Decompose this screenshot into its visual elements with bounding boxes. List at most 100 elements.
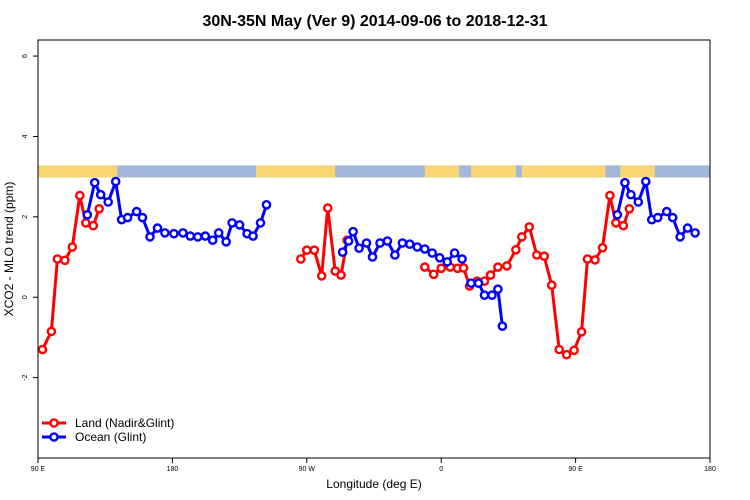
ocean-data-point: [434, 252, 445, 263]
ocean-data-point: [382, 236, 393, 246]
ocean-data-point: [152, 223, 163, 233]
y-tick-label: 2: [22, 215, 29, 219]
land-data-point: [309, 245, 320, 255]
legend-land-marker: [49, 418, 59, 428]
ocean-data-point: [207, 235, 218, 245]
x-axis: 90 E 180 90 W 0 90 E 180: [31, 458, 716, 473]
land-data-point: [75, 190, 85, 201]
land-data-point: [624, 203, 635, 214]
ocean-data-point: [620, 177, 630, 188]
land-data-point: [485, 270, 496, 280]
land-strip-segment: [323, 165, 336, 178]
land-data-point: [511, 244, 521, 255]
x-tick-label: 90 E: [568, 466, 583, 473]
ocean-data-point: [442, 257, 453, 267]
ocean-data-point: [348, 226, 358, 237]
chart-title: 30N-35N May (Ver 9) 2014-09-06 to 2018-1…: [202, 13, 547, 30]
ocean-data-point: [457, 254, 467, 264]
ocean-data-point: [343, 236, 354, 246]
ocean-data-point: [185, 231, 196, 241]
ocean-data-point: [200, 231, 211, 241]
ocean-data-point: [675, 232, 685, 242]
ocean-data-point: [337, 247, 348, 257]
land-data-point: [597, 242, 608, 253]
ocean-data-point: [367, 252, 378, 262]
ocean-data-point: [449, 248, 460, 258]
ocean-data-point: [412, 242, 423, 252]
land-ocean-strip: [38, 165, 710, 178]
land-data-point: [52, 254, 63, 264]
ocean-data-point: [213, 228, 224, 238]
land-data-point: [458, 263, 469, 273]
ocean-data-point: [390, 250, 400, 260]
land-data-point: [316, 271, 327, 281]
land-data-point: [67, 242, 78, 252]
ocean-data-point: [626, 189, 636, 200]
ocean-data-point: [633, 197, 644, 207]
ocean-data-point: [466, 278, 476, 289]
series-layer: [37, 176, 700, 360]
land-series-line: [423, 194, 631, 357]
land-data-point: [428, 269, 439, 280]
land-strip-segment: [521, 165, 606, 178]
land-data-point: [436, 263, 447, 274]
ocean-data-point: [160, 228, 170, 238]
y-tick-label: 0: [22, 295, 29, 299]
ocean-data-point: [397, 238, 408, 248]
ocean-data-point: [95, 189, 106, 200]
land-data-point: [546, 280, 557, 291]
ocean-data-point: [82, 209, 93, 220]
ocean-data-point: [487, 290, 497, 301]
ocean-data-point: [419, 244, 430, 254]
x-tick-label: 90 W: [299, 466, 316, 473]
land-data-point: [611, 218, 621, 228]
ocean-data-point: [178, 228, 188, 238]
land-data-point: [295, 254, 306, 264]
land-series-line: [299, 206, 349, 278]
y-axis-label: XCO2 - MLO trend (ppm): [2, 182, 16, 317]
y-axis: -2 0 2 4 6: [22, 54, 38, 381]
land-data-point: [94, 203, 104, 214]
ocean-data-point: [234, 220, 245, 230]
land-data-point: [502, 261, 512, 271]
land-data-point: [532, 250, 542, 260]
legend-land-label: Land (Nadir&Glint): [75, 416, 174, 430]
ocean-data-point: [110, 176, 121, 187]
land-data-point: [37, 344, 48, 355]
ocean-data-point: [103, 197, 113, 207]
land-data-point: [322, 203, 333, 213]
ocean-data-point: [404, 239, 415, 249]
ocean-data-point: [89, 177, 100, 188]
ocean-data-point: [192, 232, 203, 242]
legend-ocean-label: Ocean (Glint): [75, 430, 146, 444]
y-tick-label: 4: [22, 134, 29, 138]
ocean-data-point: [473, 278, 484, 289]
land-data-point: [576, 326, 587, 337]
ocean-data-point: [354, 243, 364, 253]
ocean-data-point: [612, 209, 623, 220]
ocean-data-point: [221, 236, 231, 247]
ocean-data-point: [641, 176, 651, 187]
ocean-data-point: [661, 206, 672, 217]
ocean-data-point: [682, 223, 693, 233]
legend: Land (Nadir&Glint)Ocean (Glint): [42, 416, 174, 444]
land-data-point: [88, 220, 99, 231]
land-data-point: [561, 349, 572, 360]
ocean-data-point: [137, 212, 148, 223]
land-series-line: [41, 194, 101, 351]
ocean-data-point: [361, 238, 372, 248]
land-data-point: [524, 222, 535, 232]
land-data-point: [419, 262, 430, 272]
land-strip-segment: [38, 165, 118, 178]
ocean-data-point: [145, 232, 155, 242]
land-data-point: [618, 220, 629, 231]
land-strip-segment: [620, 165, 655, 178]
ocean-data-point: [652, 212, 663, 223]
land-data-point: [517, 232, 527, 242]
land-data-point: [582, 254, 593, 264]
land-data-point: [493, 262, 503, 272]
ocean-data-point: [375, 238, 385, 248]
ocean-data-point: [227, 218, 237, 228]
ocean-data-point: [131, 206, 142, 217]
